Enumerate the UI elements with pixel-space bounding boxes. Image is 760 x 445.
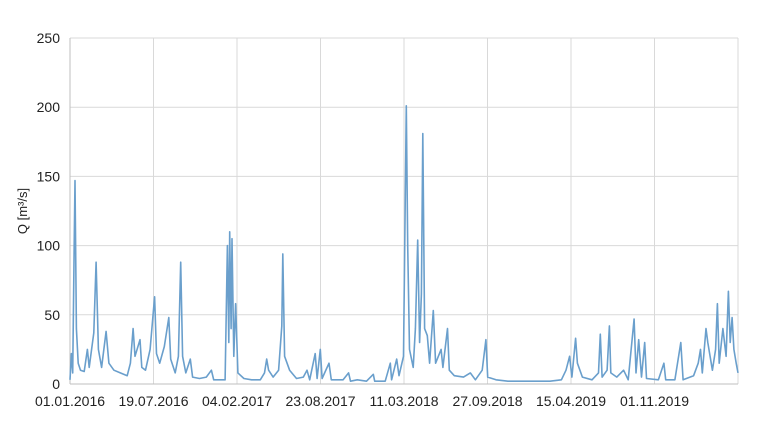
y-tick-label: 50: [44, 307, 60, 323]
axes: [69, 38, 738, 385]
grid: [70, 37, 739, 384]
x-tick-label: 11.03.2018: [369, 393, 438, 409]
tick-labels: 0 50 100 150 200 250 01.01.2016 19.07.2016 04.02…: [35, 30, 689, 409]
y-tick-label: 150: [37, 168, 61, 184]
x-tick-label: 01.11.2019: [620, 393, 689, 409]
y-tick-label: 0: [52, 376, 60, 392]
y-tick-label: 200: [37, 99, 61, 115]
x-tick-label: 04.02.2017: [202, 393, 272, 409]
y-tick-label: 250: [37, 30, 61, 46]
y-axis-label: Q [m³/s]: [15, 188, 30, 234]
x-tick-label: 15.04.2019: [536, 393, 606, 409]
x-tick-label: 27.09.2018: [452, 393, 522, 409]
x-tick-label: 23.08.2017: [285, 393, 355, 409]
x-tick-label: 01.01.2016: [35, 393, 105, 409]
x-tick-label: 19.07.2016: [118, 393, 188, 409]
series-line: [69, 105, 739, 383]
series-layer: [69, 105, 739, 383]
y-tick-label: 100: [37, 238, 61, 254]
